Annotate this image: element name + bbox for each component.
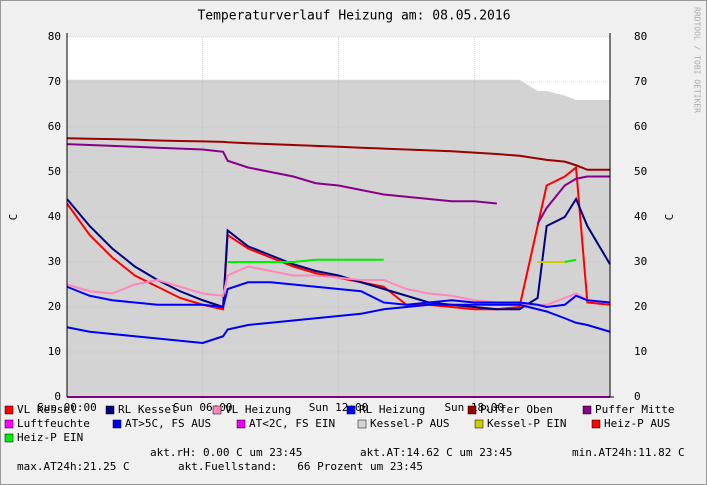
legend-swatch	[105, 405, 115, 415]
y-tick-label: 60	[48, 120, 61, 133]
series-line	[66, 303, 611, 345]
series-line	[66, 265, 611, 306]
y2-tick-label: 30	[634, 255, 647, 268]
legend-label: Heiz-P AUS	[604, 417, 670, 430]
y-tick-label: 50	[48, 165, 61, 178]
series-line	[66, 165, 611, 311]
legend-swatch	[582, 405, 592, 415]
legend-swatch	[236, 419, 246, 429]
legend-swatch	[4, 405, 14, 415]
stat-text: akt.AT:14.62 C um 23:45	[360, 446, 512, 459]
legend-label: RL Kessel	[118, 403, 178, 416]
legend-swatch	[346, 405, 356, 415]
x-tick-label: Sun 06:00	[173, 401, 233, 414]
legend-label: Puffer Mitte	[595, 403, 674, 416]
y-tick-label: 80	[48, 30, 61, 43]
legend-label: AT<2C, FS EIN	[249, 417, 335, 430]
y2-tick-label: 80	[634, 30, 647, 43]
series-line	[564, 258, 577, 263]
y2-tick-label: 20	[634, 300, 647, 313]
y2-tick-label: 10	[634, 345, 647, 358]
y-tick-label: 40	[48, 210, 61, 223]
legend-swatch	[4, 433, 14, 443]
legend-label: Luftfeuchte	[17, 417, 90, 430]
y-tick-label: 10	[48, 345, 61, 358]
stat-text: max.AT24h:21.25 C	[17, 460, 130, 473]
legend-swatch	[4, 419, 14, 429]
y-axis-label: C	[7, 214, 20, 221]
y-tick-label: 20	[48, 300, 61, 313]
series-line	[66, 137, 610, 171]
series-line	[66, 281, 611, 309]
x-tick-label: Sun 00:00	[37, 401, 97, 414]
chart-title: Temperaturverlauf Heizung am: 08.05.2016	[197, 9, 510, 24]
y-tick-label: 0	[54, 390, 61, 403]
y-tick-label: 70	[48, 75, 61, 88]
y2-tick-label: 60	[634, 120, 647, 133]
legend-label: Kessel-P AUS	[370, 417, 449, 430]
y2-tick-label: 50	[634, 165, 647, 178]
legend-label: VL Kessel	[17, 403, 77, 416]
y2-tick-label: 0	[634, 390, 641, 403]
legend-label: Heiz-P EIN	[17, 431, 83, 444]
y2-tick-label: 70	[634, 75, 647, 88]
legend-swatch	[474, 419, 484, 429]
legend-label: VL Heizung	[225, 403, 291, 416]
watermark: RRDTOOL / TOBI OETIKER	[693, 7, 702, 113]
series-line	[536, 175, 610, 225]
y2-tick-label: 40	[634, 210, 647, 223]
legend-swatch	[591, 419, 601, 429]
series-line	[66, 143, 497, 205]
series-line	[227, 258, 384, 263]
legend-swatch	[112, 419, 122, 429]
legend-label: Kessel-P EIN	[487, 417, 566, 430]
y2-axis-label: C	[663, 214, 676, 221]
legend-label: Puffer Oben	[480, 403, 553, 416]
legend-label: AT>5C, FS AUS	[125, 417, 211, 430]
y-tick-label: 30	[48, 255, 61, 268]
stat-text: min.AT24h:11.82 C	[572, 446, 685, 459]
legend-swatch	[212, 405, 222, 415]
stat-text: akt.Fuellstand: 66 Prozent um 23:45	[178, 460, 423, 473]
legend-swatch	[357, 419, 367, 429]
stat-text: akt.rH: 0.00 C um 23:45	[150, 446, 302, 459]
legend-label: RL Heizung	[359, 403, 425, 416]
legend-swatch	[467, 405, 477, 415]
